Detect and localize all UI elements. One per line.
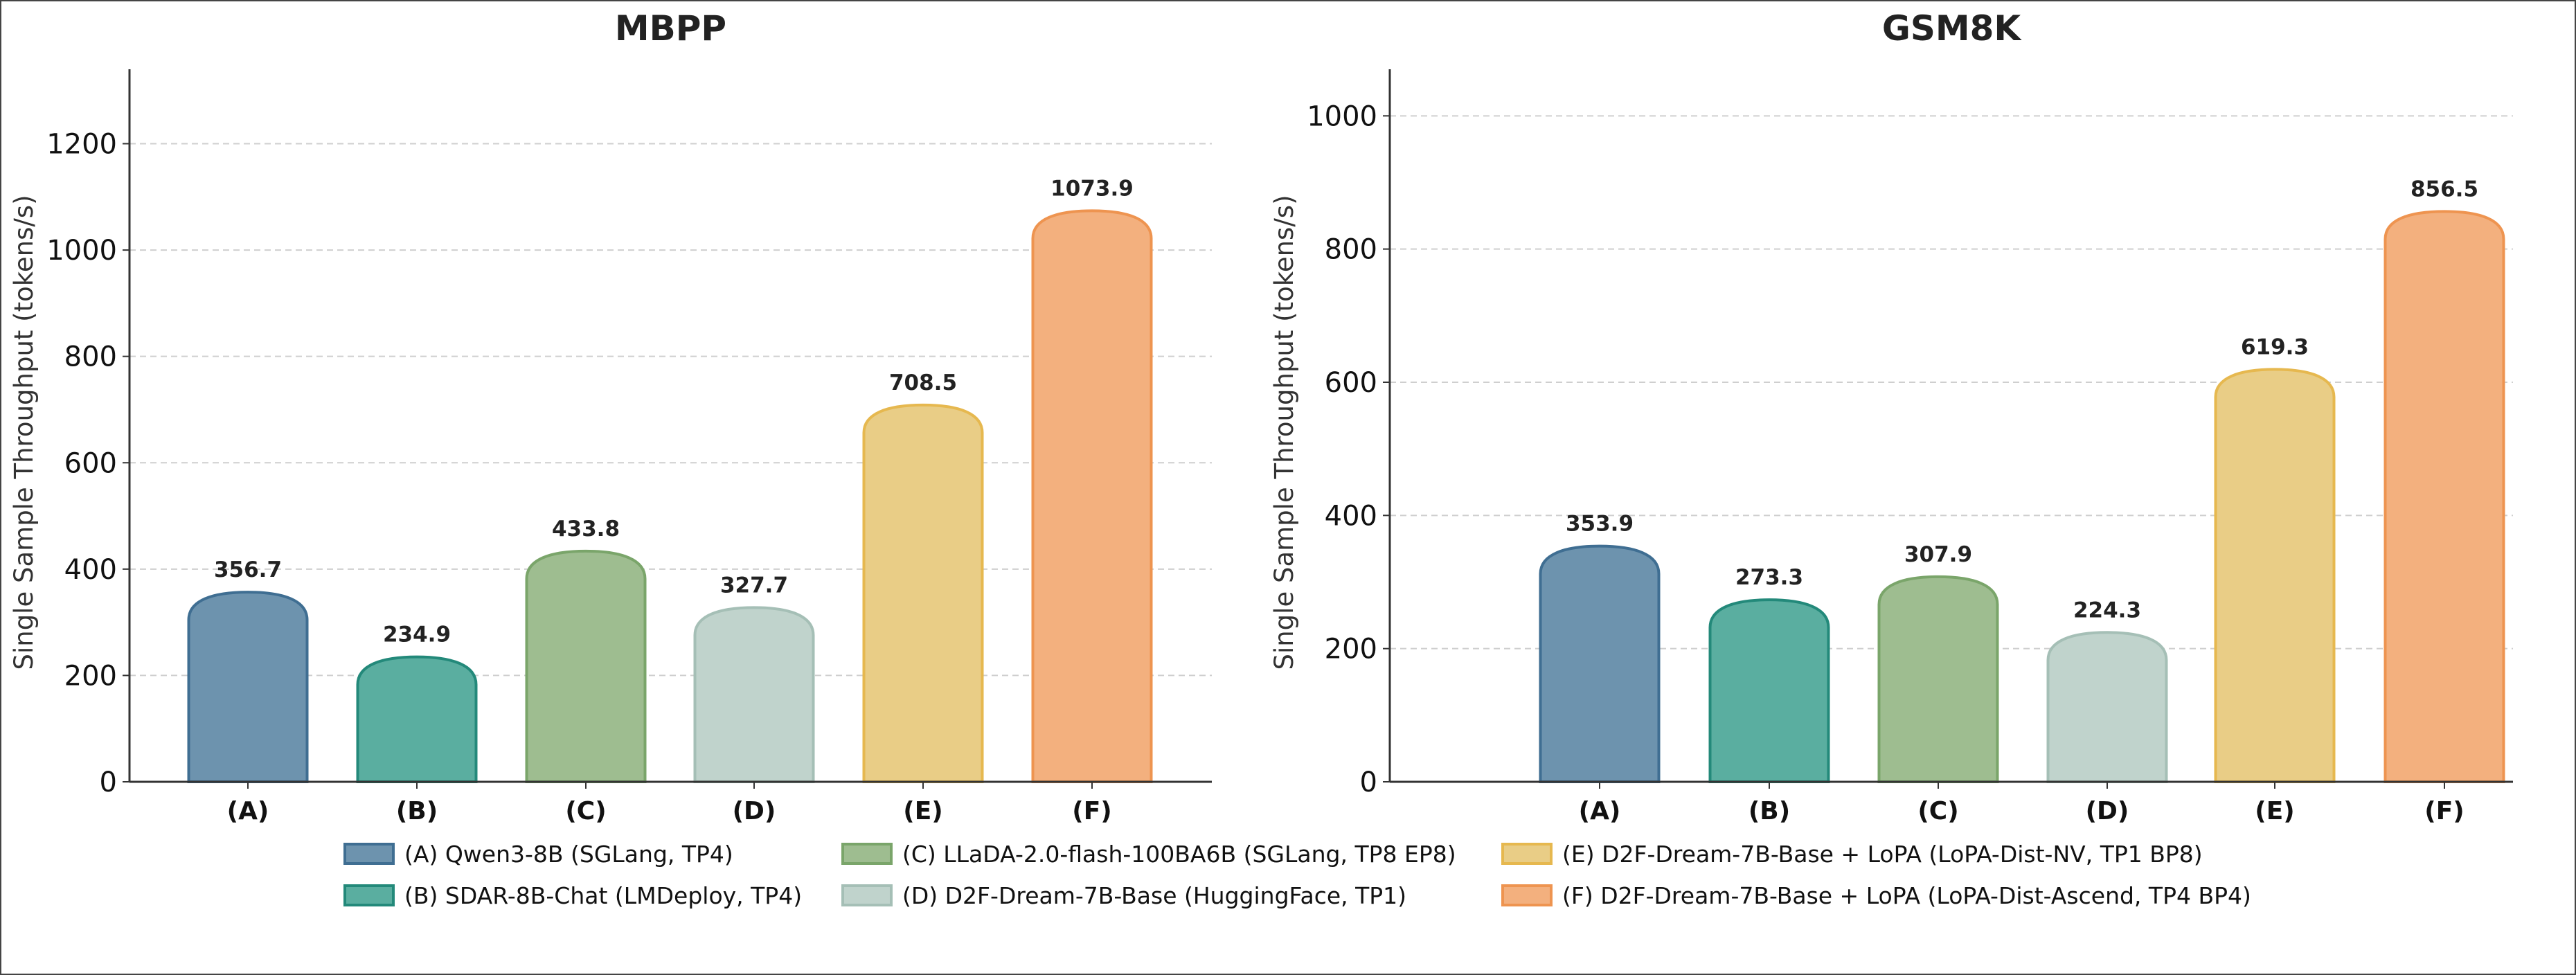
bar-mbpp-e bbox=[862, 403, 984, 783]
legend-item: (F) D2F-Dream-7B-Base + LoPA (LoPA-Dist-… bbox=[1501, 882, 2251, 909]
x-tick-label: (E) bbox=[2255, 797, 2295, 825]
x-tick-label: (A) bbox=[1579, 797, 1621, 825]
legend: (A) Qwen3-8B (SGLang, TP4) (B) SDAR-8B-Ch… bbox=[343, 841, 2251, 909]
legend-item: (E) D2F-Dream-7B-Base + LoPA (LoPA-Dist-… bbox=[1501, 841, 2203, 868]
legend-label: (D) D2F-Dream-7B-Base (HuggingFace, TP1) bbox=[902, 882, 1406, 909]
y-tick-label: 400 bbox=[1325, 500, 1377, 532]
legend-item: (D) D2F-Dream-7B-Base (HuggingFace, TP1) bbox=[841, 882, 1406, 909]
bar-mbpp-f bbox=[1031, 209, 1153, 783]
legend-item: (C) LLaDA-2.0-flash-100BA6B (SGLang, TP8… bbox=[841, 841, 1456, 868]
chart-title: MBPP bbox=[615, 8, 726, 48]
y-tick-label: 1000 bbox=[46, 235, 117, 267]
bar-mbpp-a bbox=[187, 591, 309, 783]
legend-item: (A) Qwen3-8B (SGLang, TP4) bbox=[343, 841, 733, 868]
legend-label: (F) D2F-Dream-7B-Base + LoPA (LoPA-Dist-… bbox=[1562, 882, 2251, 909]
y-tick-label: 200 bbox=[64, 660, 117, 692]
bar-gsm8k-f bbox=[2383, 210, 2505, 783]
y-tick-label: 200 bbox=[1325, 634, 1377, 665]
legend-label: (C) LLaDA-2.0-flash-100BA6B (SGLang, TP8… bbox=[902, 841, 1456, 868]
bar-gsm8k-c bbox=[1877, 575, 1999, 783]
legend-swatch bbox=[1501, 843, 1553, 865]
x-tick-label: (E) bbox=[903, 797, 943, 825]
y-tick-label: 800 bbox=[1325, 234, 1377, 266]
y-axis-label: Single Sample Throughput (tokens/s) bbox=[9, 195, 39, 670]
legend-label: (A) Qwen3-8B (SGLang, TP4) bbox=[404, 841, 733, 868]
bar-value-label: 234.9 bbox=[383, 623, 451, 647]
legend-swatch bbox=[841, 843, 893, 865]
legend-swatch bbox=[1501, 884, 1553, 906]
chart-title: GSM8K bbox=[1882, 8, 2023, 48]
bar-value-label: 307.9 bbox=[1904, 542, 1972, 567]
x-tick-label: (F) bbox=[1072, 797, 1112, 825]
bar-mbpp-b bbox=[356, 655, 478, 783]
legend-label: (E) D2F-Dream-7B-Base + LoPA (LoPA-Dist-… bbox=[1562, 841, 2203, 868]
x-tick-label: (B) bbox=[396, 797, 438, 825]
bar-gsm8k-b bbox=[1708, 598, 1830, 783]
y-tick-label: 600 bbox=[64, 447, 117, 479]
x-tick-label: (A) bbox=[227, 797, 269, 825]
bar-value-label: 273.3 bbox=[1735, 565, 1803, 590]
bar-value-label: 708.5 bbox=[889, 370, 957, 395]
legend-swatch bbox=[343, 884, 395, 906]
y-tick-label: 1000 bbox=[1307, 100, 1377, 132]
y-tick-label: 400 bbox=[64, 554, 117, 586]
x-tick-label: (D) bbox=[733, 797, 776, 825]
y-tick-label: 1200 bbox=[46, 129, 117, 161]
x-tick-label: (C) bbox=[1917, 797, 1958, 825]
legend-label: (B) SDAR-8B-Chat (LMDeploy, TP4) bbox=[404, 882, 802, 909]
legend-item: (B) SDAR-8B-Chat (LMDeploy, TP4) bbox=[343, 882, 802, 909]
y-tick-label: 600 bbox=[1325, 367, 1377, 399]
y-tick-label: 0 bbox=[1360, 767, 1377, 798]
bar-value-label: 619.3 bbox=[2241, 334, 2309, 359]
bar-value-label: 1073.9 bbox=[1050, 176, 1134, 201]
bar-gsm8k-d bbox=[2046, 631, 2168, 783]
x-tick-label: (F) bbox=[2424, 797, 2465, 825]
y-tick-label: 800 bbox=[64, 341, 117, 373]
bar-value-label: 356.7 bbox=[214, 557, 282, 582]
legend-swatch bbox=[841, 884, 893, 906]
bar-gsm8k-e bbox=[2214, 368, 2336, 783]
bar-value-label: 353.9 bbox=[1566, 512, 1634, 537]
chart-panel-gsm8k: 0 200 400 600 800 1000 353.9 (A) 273.3 (B) 307.9 (C… bbox=[1269, 8, 2513, 825]
chart-panel-mbpp: 0 200 400 600 800 1000 1200 356.7 (A) 234.9 (B) 433… bbox=[9, 8, 1212, 825]
x-tick-label: (B) bbox=[1748, 797, 1790, 825]
x-tick-label: (C) bbox=[565, 797, 606, 825]
bar-value-label: 327.7 bbox=[720, 573, 788, 598]
bar-value-label: 224.3 bbox=[2073, 598, 2141, 623]
bar-gsm8k-a bbox=[1539, 544, 1661, 783]
x-tick-label: (D) bbox=[2086, 797, 2129, 825]
y-axis-label: Single Sample Throughput (tokens/s) bbox=[1269, 195, 1299, 670]
bar-value-label: 433.8 bbox=[552, 517, 620, 542]
bar-value-label: 856.5 bbox=[2410, 177, 2478, 202]
bar-mbpp-c bbox=[525, 549, 647, 783]
bar-mbpp-d bbox=[693, 606, 815, 783]
y-tick-label: 0 bbox=[100, 767, 117, 798]
legend-swatch bbox=[343, 843, 395, 865]
